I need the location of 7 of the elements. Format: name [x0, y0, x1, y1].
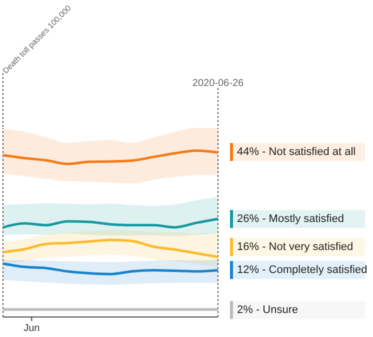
legend-label: 44% - Not satisfied at all — [230, 143, 365, 162]
legend-label: 12% - Completely satisfied — [230, 261, 368, 280]
legend-label: 16% - Not very satisfied — [230, 238, 365, 256]
legend-label: 26% - Mostly satisfied — [230, 210, 365, 228]
legend-label: 2% - Unsure — [230, 300, 365, 318]
text: 2020-06-26 — [192, 78, 244, 89]
text: Jun — [24, 323, 40, 334]
